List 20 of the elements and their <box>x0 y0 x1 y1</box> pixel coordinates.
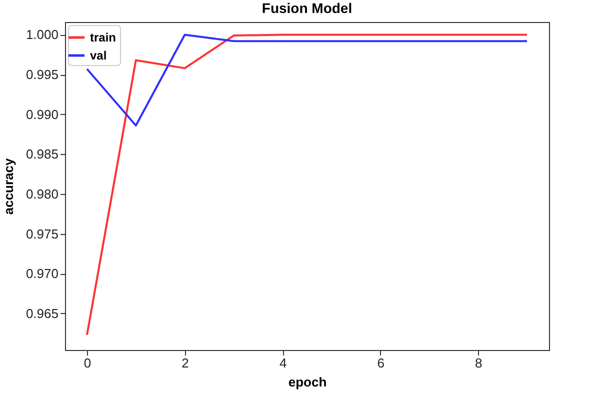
x-tick-label: 8 <box>474 356 482 370</box>
x-tick-label: 0 <box>84 356 92 370</box>
legend-label: val <box>90 48 107 62</box>
y-tick-label: 0.975 <box>26 226 58 242</box>
legend-label: train <box>90 30 116 44</box>
y-tick-label: 0.990 <box>26 106 58 122</box>
y-tick-label: 0.995 <box>26 67 58 82</box>
x-tick-label: 6 <box>377 356 384 370</box>
y-tick-label: 0.980 <box>26 186 58 202</box>
line-series <box>86 34 528 336</box>
y-axis-title: accuracy <box>0 158 16 215</box>
x-tick-label: 2 <box>182 356 189 370</box>
line-series <box>86 34 528 126</box>
y-tick-label: 1.000 <box>26 27 58 42</box>
x-axis-title: epoch <box>288 374 327 390</box>
y-tick-label: 0.970 <box>26 266 58 282</box>
x-tick-label: 4 <box>279 356 287 370</box>
chart-title: Fusion Model <box>262 0 352 16</box>
y-tick-label: 0.965 <box>26 306 58 321</box>
y-tick-label: 0.985 <box>26 146 58 162</box>
